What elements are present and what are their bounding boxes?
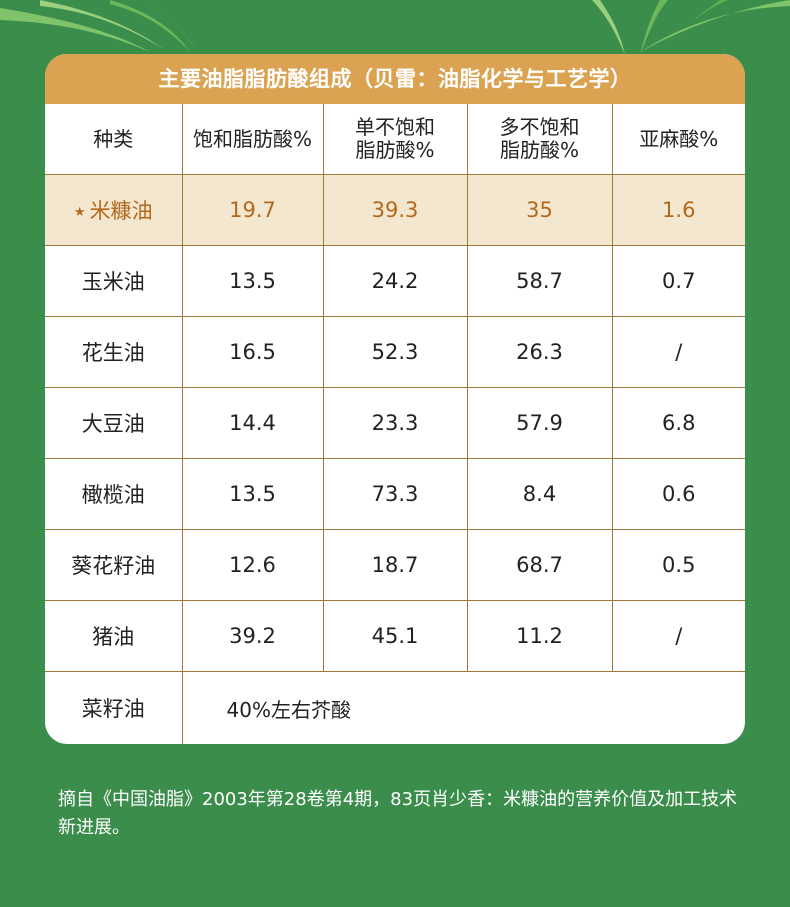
linolenic-cell: / <box>612 316 745 388</box>
poly-cell: 35 <box>467 174 613 246</box>
linolenic-cell: 6.8 <box>612 387 745 459</box>
table-row: 大豆油 14.4 23.3 57.9 6.8 <box>45 387 745 459</box>
mono-cell: 45.1 <box>323 600 468 672</box>
poly-cell: 58.7 <box>467 245 613 317</box>
saturated-cell: 14.4 <box>182 387 324 459</box>
source-citation: 摘自《中国油脂》2003年第28卷第4期，83页肖少香：米糠油的营养价值及加工技… <box>58 789 738 838</box>
fatty-acid-table: 种类 饱和脂肪酸% 单不饱和 脂肪酸% 多不饱和 脂肪酸% 亚麻酸% ★ 米糠油 … <box>45 104 745 744</box>
mono-cell: 24.2 <box>323 245 468 317</box>
saturated-cell: 19.7 <box>182 174 324 246</box>
header-mono: 单不饱和 脂肪酸% <box>323 104 468 175</box>
mono-cell: 18.7 <box>323 529 468 601</box>
table-title: 主要油脂脂肪酸组成（贝雷：油脂化学与工艺学） <box>45 54 745 104</box>
linolenic-cell: 1.6 <box>612 174 745 246</box>
header-poly: 多不饱和 脂肪酸% <box>467 104 613 175</box>
saturated-cell: 13.5 <box>182 245 324 317</box>
table-row: 玉米油 13.5 24.2 58.7 0.7 <box>45 245 745 317</box>
linolenic-cell: / <box>612 600 745 672</box>
poly-cell: 57.9 <box>467 387 613 459</box>
table-row: 橄榄油 13.5 73.3 8.4 0.6 <box>45 458 745 530</box>
linolenic-cell: 0.6 <box>612 458 745 530</box>
table-row: 葵花籽油 12.6 18.7 68.7 0.5 <box>45 529 745 601</box>
leaf-decoration <box>0 0 790 55</box>
row-name: 米糠油 <box>89 199 153 223</box>
saturated-cell: 13.5 <box>182 458 324 530</box>
header-poly-line1: 多不饱和 <box>499 115 580 139</box>
note-cell: 40%左右芥酸 <box>226 697 351 722</box>
row-name: 大豆油 <box>45 387 183 459</box>
row-name: 猪油 <box>45 600 183 672</box>
poly-cell: 8.4 <box>467 458 613 530</box>
poly-cell: 68.7 <box>467 529 613 601</box>
table-header-row: 种类 饱和脂肪酸% 单不饱和 脂肪酸% 多不饱和 脂肪酸% 亚麻酸% <box>45 104 745 175</box>
saturated-cell: 39.2 <box>182 600 324 672</box>
row-name: 葵花籽油 <box>45 529 183 601</box>
table-row: 猪油 39.2 45.1 11.2 / <box>45 600 745 672</box>
mono-cell: 73.3 <box>323 458 468 530</box>
poly-cell: 11.2 <box>467 600 613 672</box>
row-name-cell: ★ 米糠油 <box>45 174 183 246</box>
saturated-cell: 12.6 <box>182 529 324 601</box>
mono-cell: 52.3 <box>323 316 468 388</box>
header-mono-line2: 脂肪酸% <box>355 138 435 162</box>
table-row: 花生油 16.5 52.3 26.3 / <box>45 316 745 388</box>
fatty-acid-table-card: 主要油脂脂肪酸组成（贝雷：油脂化学与工艺学） 种类 饱和脂肪酸% 单不饱和 脂肪… <box>45 54 745 744</box>
row-name: 橄榄油 <box>45 458 183 530</box>
poly-cell: 26.3 <box>467 316 613 388</box>
header-linolenic: 亚麻酸% <box>612 104 745 175</box>
mono-cell: 23.3 <box>323 387 468 459</box>
header-poly-line2: 脂肪酸% <box>499 138 579 162</box>
table-row-rapeseed: 菜籽油 40%左右芥酸 <box>45 671 745 744</box>
header-mono-line1: 单不饱和 <box>355 115 435 139</box>
header-saturated: 饱和脂肪酸% <box>182 104 324 175</box>
linolenic-cell: 0.7 <box>612 245 745 317</box>
row-name: 玉米油 <box>45 245 183 317</box>
linolenic-cell: 0.5 <box>612 529 745 601</box>
table-row-highlighted: ★ 米糠油 19.7 39.3 35 1.6 <box>45 174 745 246</box>
row-name: 花生油 <box>45 316 183 388</box>
mono-cell: 39.3 <box>323 174 468 246</box>
star-icon: ★ <box>73 205 86 220</box>
row-name: 菜籽油 <box>45 671 183 744</box>
saturated-cell: 16.5 <box>182 316 324 388</box>
header-kind: 种类 <box>45 104 183 175</box>
